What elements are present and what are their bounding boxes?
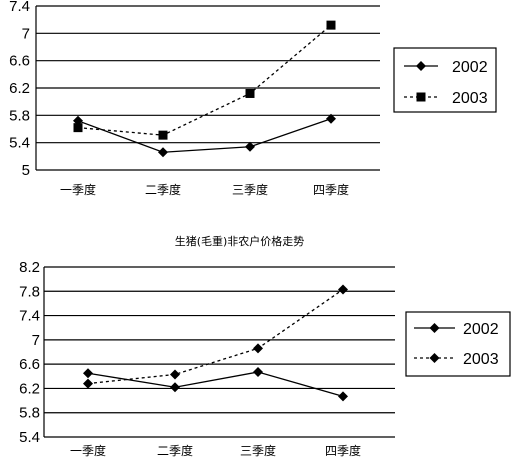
y-tick-label: 7.4: [19, 308, 40, 325]
data-point: [245, 141, 255, 152]
legend-marker: [429, 353, 440, 363]
data-point: [170, 382, 180, 393]
y-tick-label: 6.2: [9, 80, 30, 97]
legend-label: 2002: [463, 321, 499, 338]
data-point: [253, 343, 263, 354]
y-tick-label: 7.4: [9, 0, 30, 15]
y-tick-label: 8.2: [19, 259, 40, 276]
x-tick-label: 四季度: [325, 443, 361, 458]
data-point: [326, 20, 336, 30]
chart-1: 5 5.4 5.8 6.2 6.6 7 7.4 一季度 二季度 三季度 四季度 2002 2003: [9, 0, 497, 197]
data-point: [170, 369, 180, 380]
legend-marker: [416, 92, 426, 102]
data-point: [253, 367, 263, 378]
series-line-2003: [77, 24, 332, 136]
legend-box: [405, 311, 511, 377]
data-point: [83, 368, 93, 379]
x-tick-label: 三季度: [232, 182, 268, 197]
y-tick-label: 5: [22, 162, 30, 179]
series-line-2003: [87, 288, 344, 385]
y-tick-label: 6.6: [19, 356, 40, 373]
legend: 2002 2003: [393, 47, 497, 113]
y-tick-label: 5.4: [19, 429, 40, 446]
x-tick-label: 四季度: [313, 182, 349, 197]
legend-label: 2003: [452, 90, 488, 107]
data-point: [158, 147, 168, 158]
x-tick-label: 二季度: [145, 182, 181, 197]
legend-label: 2002: [452, 59, 488, 76]
y-tick-label: 7.8: [19, 283, 40, 300]
data-point: [158, 130, 168, 140]
data-point: [326, 113, 336, 124]
data-point: [338, 284, 348, 295]
data-point: [338, 391, 348, 402]
legend: 2002 2003: [405, 311, 511, 377]
legend-label: 2003: [463, 351, 499, 368]
legend-marker: [429, 323, 440, 333]
x-tick-label: 一季度: [70, 443, 106, 458]
x-tick-label: 三季度: [240, 443, 276, 458]
series-line-2002: [87, 371, 344, 397]
y-tick-label: 6.2: [19, 380, 40, 397]
y-tick-label: 6.6: [9, 53, 30, 70]
data-point: [83, 378, 93, 389]
legend-marker: [416, 61, 426, 71]
y-tick-label: 5.8: [19, 405, 40, 422]
chart-2: 生猪(毛重)非农户价格走势 5.4 5.8 6.2 6.6 7 7.4 7.8 8.2 一季度 二季…: [19, 234, 511, 458]
chart-title: 生猪(毛重)非农户价格走势: [175, 234, 305, 248]
y-tick-label: 7: [32, 332, 40, 349]
x-tick-label: 二季度: [157, 443, 193, 458]
y-tick-label: 5.8: [9, 107, 30, 124]
series-line-2002: [77, 118, 332, 153]
data-point: [245, 88, 255, 98]
y-tick-label: 7: [22, 25, 30, 42]
data-point: [73, 123, 83, 133]
y-tick-label: 5.4: [9, 135, 30, 152]
x-tick-label: 一季度: [60, 182, 96, 197]
legend-box: [393, 47, 497, 113]
